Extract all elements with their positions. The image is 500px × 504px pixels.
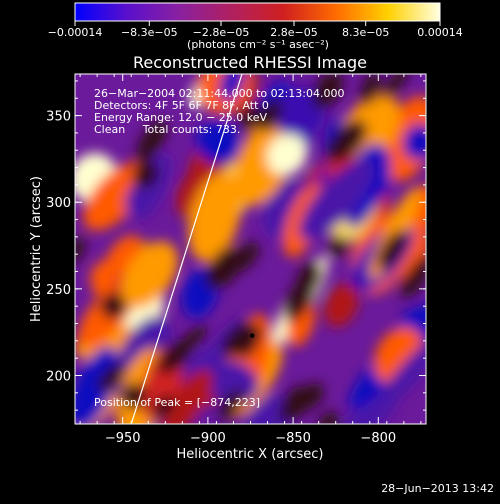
annotations: 26−Mar−2004 02:11:44.000 to 02:13:04.000… — [94, 87, 345, 409]
intensity-blob-dark — [218, 388, 245, 421]
colorbar-tick-label: 8.3e−05 — [342, 26, 389, 39]
colorbar-ticks: −0.00014 −8.3e−05 −2.8e−05 2.8e−05 8.3e−05 0.… — [48, 21, 463, 39]
intensity-blob-dark — [157, 338, 193, 374]
intensity-blob-dark — [401, 255, 426, 300]
y-axis-ticks: 200 250 300 350 — [46, 80, 426, 411]
annotation-detectors: Detectors: 4F 5F 6F 7F 8F, Att 0 — [94, 99, 269, 112]
x-axis-label: Heliocentric X (arcsec) — [177, 447, 324, 462]
intensity-blob — [375, 332, 426, 410]
footer-date: 28−Jun−2013 13:42 — [381, 482, 494, 495]
annotation-energy: Energy Range: 12.0 − 25.0 keV — [94, 111, 268, 124]
intensity-blob — [324, 283, 359, 327]
y-tick-label: 200 — [46, 369, 71, 384]
chart-title: Reconstructed RHESSI Image — [133, 53, 367, 72]
intensity-blob — [121, 241, 178, 309]
x-tick-label: −900 — [190, 431, 226, 446]
annotation-counts: Clean Total counts: 733. — [94, 123, 240, 136]
intensity-blob-dark — [383, 74, 410, 99]
intensity-blob — [196, 121, 241, 165]
colorbar-unit-label: (photons cm⁻² s⁻¹ asec⁻²) — [187, 38, 329, 51]
intensity-blob-dark — [328, 235, 348, 257]
intensity-blob-dark — [257, 98, 283, 132]
intensity-blob-dark — [232, 241, 260, 272]
intensity-blob-dark — [120, 382, 147, 410]
intensity-blob-dark — [297, 382, 324, 410]
intensity-blob — [188, 172, 242, 262]
intensity-blob-dark — [295, 260, 323, 297]
x-axis-ticks: −950 −900 −850 −800 — [79, 74, 422, 446]
colorbar — [74, 2, 441, 22]
y-tick-label: 300 — [46, 196, 71, 211]
colorbar-tick-label: 2.8e−05 — [270, 26, 317, 39]
colorbar-tick-label: −8.3e−05 — [121, 26, 178, 39]
intensity-blob-dark — [75, 236, 86, 264]
y-tick-label: 350 — [46, 110, 71, 125]
intensity-blob-dark — [377, 229, 408, 270]
intensity-blobs — [75, 74, 426, 424]
peak-marker — [250, 333, 255, 338]
intensity-blob-dark — [221, 321, 258, 358]
colorbar-tick-label: −0.00014 — [48, 26, 103, 39]
intensity-blob — [219, 74, 246, 102]
intensity-blob-dark — [312, 74, 343, 110]
solar-limb-line — [130, 74, 243, 424]
intensity-blob — [104, 234, 140, 276]
y-tick-label: 250 — [46, 283, 71, 298]
x-tick-label: −800 — [360, 431, 396, 446]
intensity-blob-dark — [152, 395, 175, 419]
intensity-blob-dark — [327, 119, 367, 162]
annotation-peak: Position of Peak = [−874,223] — [94, 396, 260, 409]
intensity-blob — [205, 360, 259, 405]
colorbar-tick-label: −2.8e−05 — [193, 26, 250, 39]
intensity-blob-dark — [238, 105, 262, 130]
image-area — [75, 74, 426, 424]
intensity-blob-dark — [136, 119, 168, 162]
intensity-blob-dark — [132, 161, 159, 189]
intensity-blob — [160, 369, 213, 424]
intensity-blob — [298, 159, 374, 241]
y-axis-label: Heliocentric Y (arcsec) — [29, 176, 44, 322]
intensity-blob-dark — [360, 74, 382, 105]
intensity-blob-dark — [205, 249, 242, 290]
intensity-blob — [75, 346, 119, 424]
intensity-blob-dark — [97, 363, 126, 392]
intensity-blob-dark — [318, 411, 340, 424]
colorbar-tick-label: 0.00014 — [417, 26, 463, 39]
x-tick-label: −950 — [105, 431, 141, 446]
intensity-blob — [83, 162, 147, 231]
x-tick-label: −850 — [275, 431, 311, 446]
annotation-time: 26−Mar−2004 02:11:44.000 to 02:13:04.000 — [94, 87, 345, 100]
intensity-blob — [402, 123, 426, 160]
intensity-blob — [266, 134, 307, 176]
intensity-blob-dark — [99, 292, 127, 319]
